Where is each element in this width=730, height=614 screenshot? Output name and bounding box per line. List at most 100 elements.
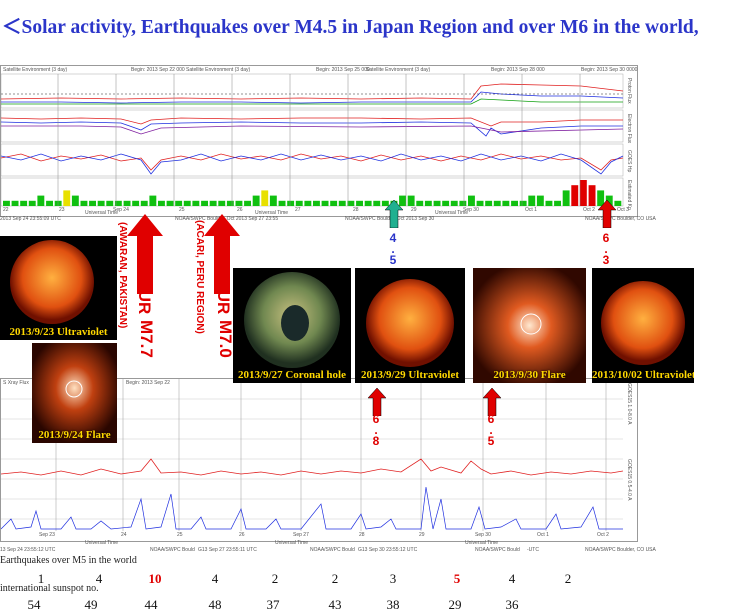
kp-bar: [459, 200, 467, 206]
kp-bar: [605, 195, 613, 206]
kp-bar: [364, 200, 372, 206]
earthquake-count: 2: [271, 571, 279, 586]
kp-bar: [321, 200, 329, 206]
image-caption: 2013/9/29 Ultraviolet: [360, 369, 460, 381]
xray-short-label: GOES15 0.5-4.0 A: [626, 459, 632, 501]
kp-bar: [192, 200, 200, 206]
kp-bar: [502, 200, 510, 206]
page-title: ＜Solar activity, Earthquakes over M4.5 i…: [2, 17, 699, 38]
electron-flux-label: Electron Flux: [626, 114, 632, 144]
top-footer-axis-3: Universal Time: [435, 210, 469, 216]
mag-68-digit: 6: [372, 412, 380, 426]
kp-bar: [11, 200, 19, 206]
kp-bar: [287, 200, 295, 206]
top-x-tick: 26: [237, 207, 243, 213]
kp-bar: [63, 190, 71, 206]
kp-bar: [330, 200, 338, 206]
top-x-tick: Oct 1: [525, 207, 537, 213]
kp-bar: [149, 195, 157, 206]
sun-uv-icon: [601, 281, 685, 365]
sunspot-number: 37: [266, 597, 280, 612]
electron-flux-plot: [1, 109, 624, 143]
electron-flux-blue-line: [1, 121, 623, 137]
sunspot-label: international sunspot no.: [0, 583, 99, 594]
kp-bar: [201, 200, 208, 206]
xray-footer-updated: NOAA/SWPC Bould: [150, 547, 195, 553]
top-footer-updated-2: NOAA/SWPC Boulder, Oct 2013 Sep 27 23:55: [175, 216, 279, 222]
coronagraph-icon: [473, 268, 586, 383]
image-caption: 2013/9/27 Coronal hole: [238, 369, 346, 381]
kp-bar: [252, 195, 260, 206]
kp-bar: [373, 200, 381, 206]
kp-bar: [536, 195, 544, 206]
kp-bar: [545, 200, 553, 206]
sunspot-number: 36: [505, 597, 519, 612]
xray-x-tick: 29: [419, 532, 425, 538]
earthquake-count: 4: [95, 571, 103, 586]
kp-bar: [338, 200, 346, 206]
earthquake-count: 5: [453, 571, 461, 586]
kp-bar: [123, 200, 131, 206]
kp-bar: [468, 195, 475, 206]
kp-bar: [175, 200, 183, 206]
occur1-region: (AWARAN, PAKISTAN): [117, 222, 128, 329]
top-header-mid: Satellite Environment (3 day): [186, 67, 251, 73]
earthquake-count: 2: [331, 571, 339, 586]
kp-bar: [183, 200, 191, 206]
top-header-right: Satellite Environment (3 day): [366, 67, 431, 73]
mag-45-digit: .: [391, 242, 395, 256]
top-x-tick: Oct 2: [583, 207, 595, 213]
mag-65-digit: 6: [487, 412, 495, 426]
occur2-region: (ACARI, PERU REGION): [194, 220, 205, 334]
occur1-arrow-icon: [127, 214, 163, 294]
xray-footer-updated: NOAA/SWPC Bould: [310, 547, 355, 553]
earthquake-count: 10: [148, 571, 162, 586]
occur1-label: OCCUR: [135, 252, 154, 315]
sun-uv-icon: [366, 279, 454, 367]
kp-bar: [399, 195, 406, 206]
top-x-tick: 28: [353, 207, 359, 213]
kp-bar: [554, 200, 561, 206]
mag-63-digit: 3: [602, 253, 610, 267]
kp-bar: [528, 195, 536, 206]
top-footer-updated-4: NOAA/SWPC Boulder, CO USA: [585, 216, 656, 222]
mag-63-digit: 6: [602, 231, 610, 245]
sunspot-number: 48: [208, 597, 222, 612]
xray-footer-updated: 13 Sep 24 23:55:12 UTC: [0, 547, 56, 553]
top-x-tick: Oct 3: [617, 207, 629, 213]
sunspot-number: 29: [448, 597, 462, 612]
sunspot-number: 49: [84, 597, 98, 612]
mag-65-digit: .: [489, 423, 493, 437]
xray-x-tick: 28: [359, 532, 365, 538]
image-caption: 2013/10/02 Ultraviolet: [592, 369, 694, 381]
top-footer-axis-2: Universal Time: [255, 210, 289, 216]
xray-x-tick: Sep 30: [475, 532, 491, 538]
arrow-45-icon: [384, 200, 404, 228]
kp-bar: [424, 200, 432, 206]
xray-footer-updated: G13 Sep 30 23:55:12 UTC: [358, 547, 418, 553]
estimated-kp-label: Estimated Kp: [626, 180, 632, 210]
kp-bar: [269, 195, 277, 206]
kp-bar: [485, 200, 493, 206]
kp-bar: [97, 200, 105, 206]
xray-footer-updated: G13 Sep 27 23:55:11 UTC: [198, 547, 257, 553]
earthquake-count: 3: [389, 571, 397, 586]
kp-bar: [80, 200, 88, 206]
sunspot-number: 54: [27, 597, 41, 612]
electron-flux-red-line: [1, 117, 623, 127]
kp-bar: [511, 200, 518, 206]
kp-bar: [166, 200, 174, 206]
kp-bar: [313, 200, 320, 206]
arrow-65-icon: [482, 388, 502, 416]
earthquake-count: 4: [508, 571, 516, 586]
image-caption: 2013/9/23 Ultraviolet: [9, 326, 108, 338]
solar-image-flare-0930: 2013/9/30 Flare: [473, 268, 586, 383]
xray-x-tick: Sep 27: [293, 532, 309, 538]
kp-bar: [356, 200, 363, 206]
goes-hp-label: GOES Hp: [626, 150, 632, 173]
proton-flux-red-line: [1, 83, 624, 100]
top-footer-updated-3: NOAA/SWPC Boulder, Oct 2013 Sep 30: [345, 216, 435, 222]
kp-bars: [3, 180, 622, 206]
occur2-label: OCCUR: [214, 252, 233, 315]
kp-bar: [209, 200, 217, 206]
